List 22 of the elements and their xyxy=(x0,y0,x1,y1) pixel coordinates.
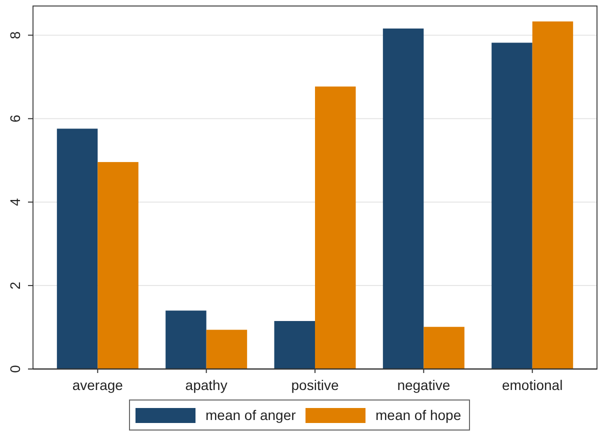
bar xyxy=(382,28,424,369)
y-tick-label: 8 xyxy=(7,31,23,40)
legend-label: mean of hope xyxy=(376,407,462,423)
bar xyxy=(532,21,574,369)
x-tick-label: positive xyxy=(291,377,339,393)
bar xyxy=(166,310,206,369)
legend-label: mean of anger xyxy=(206,407,296,423)
y-tick-label: 0 xyxy=(7,364,23,373)
bar xyxy=(492,42,532,369)
y-tick-label: 2 xyxy=(7,281,23,290)
bar xyxy=(98,162,138,369)
x-tick-label: negative xyxy=(397,377,450,393)
bar xyxy=(315,86,356,369)
x-tick-label: apathy xyxy=(185,377,228,393)
x-tick-label: average xyxy=(72,377,124,393)
bar xyxy=(424,326,464,369)
x-tick-label: emotional xyxy=(502,377,563,393)
bar xyxy=(56,128,98,369)
bar xyxy=(206,330,248,369)
y-tick-label: 4 xyxy=(7,198,23,206)
bar xyxy=(274,321,315,369)
y-tick-label: 6 xyxy=(7,114,23,123)
